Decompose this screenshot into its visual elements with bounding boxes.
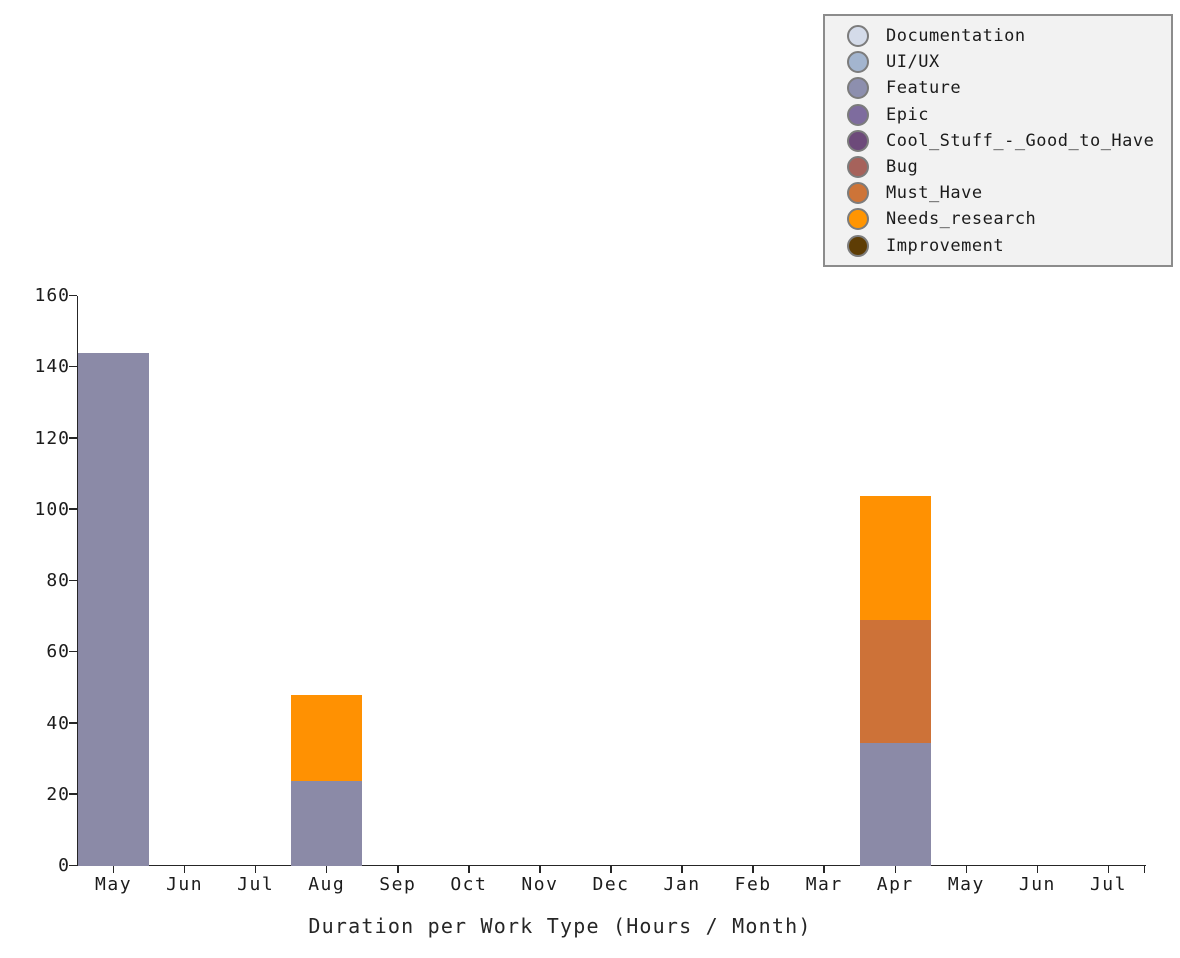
bar-segment-must_have [859, 620, 931, 744]
bar-segment-feature [291, 780, 363, 866]
legend-item: Must_Have [847, 180, 1171, 206]
y-tick-label: 40 [46, 712, 70, 734]
legend-marker-icon [847, 129, 869, 152]
x-tick-mark [254, 866, 257, 873]
y-tick-mark [69, 650, 77, 653]
legend-marker-icon [847, 77, 869, 100]
x-tick-mark [1036, 866, 1039, 873]
x-tick-mark [965, 866, 968, 873]
x-axis-line [76, 864, 1146, 866]
legend-item: Bug [847, 154, 1171, 180]
x-tick-label: Sep [379, 874, 417, 895]
legend-item: UI/UX [847, 49, 1171, 75]
bar-segment-needs_research [291, 695, 363, 781]
y-tick-label: 120 [34, 427, 70, 449]
y-tick-label: 160 [34, 285, 70, 306]
x-tick-label: Mar [805, 874, 843, 895]
x-tick-mark [112, 866, 115, 873]
x-tick-mark [325, 866, 328, 873]
legend-marker-icon [847, 25, 869, 48]
y-tick-label: 80 [46, 570, 70, 591]
legend-box: Documentation UI/UX Feature Epic Cool_Stuff_… [823, 14, 1173, 267]
x-axis-end-tick [1143, 866, 1145, 873]
x-tick-label: Apr [876, 874, 914, 895]
y-tick-mark [69, 722, 77, 724]
x-tick-mark [183, 866, 186, 873]
y-tick-mark [69, 294, 77, 296]
y-tick-label: 20 [46, 783, 70, 805]
y-tick-mark [69, 864, 77, 866]
y-tick-mark [69, 437, 77, 439]
legend-label: Documentation [886, 26, 1026, 47]
y-tick-mark [69, 579, 77, 581]
bar-segment-needs_research [859, 495, 931, 621]
x-tick-label: Jul [1089, 874, 1127, 895]
x-tick-label: Jun [166, 874, 204, 895]
legend-label: Epic [886, 104, 929, 125]
legend-item: Documentation [847, 23, 1171, 49]
legend-label: Cool_Stuff_-_Good_to_Have [886, 130, 1155, 151]
legend-marker-icon [847, 234, 869, 257]
x-tick-label: Oct [450, 874, 488, 895]
legend-item: Feature [847, 75, 1171, 101]
x-tick-mark [894, 866, 897, 873]
y-tick-label: 60 [46, 641, 70, 663]
legend-label: Improvement [886, 235, 1005, 256]
bar-segment-feature [78, 353, 150, 866]
x-tick-label: Feb [734, 874, 772, 895]
y-axis-line [76, 296, 78, 866]
x-tick-mark [610, 866, 612, 873]
x-tick-mark [539, 866, 541, 873]
x-tick-label: Jul [237, 874, 275, 895]
x-tick-mark [823, 866, 825, 873]
legend-label: Must_Have [886, 183, 983, 204]
legend-marker-icon [847, 156, 869, 179]
x-tick-mark [468, 866, 470, 873]
y-tick-label: 140 [34, 356, 70, 378]
legend-item: Improvement [847, 233, 1171, 259]
legend-marker-icon [847, 103, 869, 126]
y-tick-label: 0 [58, 855, 70, 876]
x-tick-label: Dec [592, 874, 630, 895]
legend-label: UI/UX [886, 52, 940, 73]
y-tick-mark [69, 793, 77, 795]
legend-label: Feature [886, 78, 962, 99]
legend-label: Needs_research [886, 209, 1037, 230]
legend-label: Bug [886, 157, 919, 178]
x-tick-mark [1107, 866, 1110, 873]
legend-item: Needs_research [847, 206, 1171, 232]
legend-item: Cool_Stuff_-_Good_to_Have [847, 128, 1171, 154]
legend-marker-icon [847, 208, 869, 231]
x-tick-label: Jan [663, 874, 701, 895]
x-tick-mark [681, 866, 683, 873]
bar-segment-feature [859, 743, 931, 866]
legend-item: Epic [847, 102, 1171, 128]
x-tick-label: Aug [308, 874, 346, 895]
legend-marker-icon [847, 51, 869, 74]
x-tick-label: May [95, 874, 133, 895]
x-tick-mark [397, 866, 399, 873]
chart-title: Duration per Work Type (Hours / Month) [308, 914, 812, 938]
y-tick-mark [69, 508, 77, 510]
y-tick-label: 100 [34, 498, 70, 520]
y-tick-mark [69, 365, 77, 368]
x-tick-label: May [947, 874, 985, 895]
x-tick-label: Nov [521, 874, 559, 895]
legend-marker-icon [847, 182, 869, 205]
x-tick-mark [752, 866, 754, 873]
x-tick-label: Jun [1018, 874, 1056, 895]
